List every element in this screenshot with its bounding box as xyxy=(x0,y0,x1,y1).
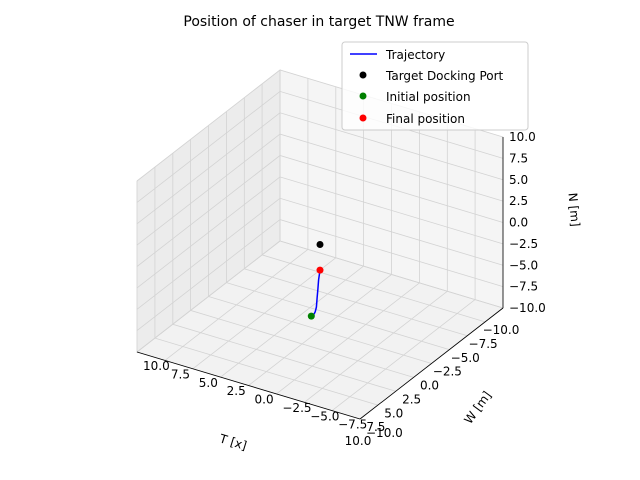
z-tick-labels: −10.0 −7.5 −5.0 −2.5 0.0 2.5 5.0 7.5 10.0 xyxy=(509,130,546,315)
series-point-3 xyxy=(316,266,324,274)
grid-line-y-5 xyxy=(220,95,365,378)
chart-title: Position of chaser in target TNW frame xyxy=(183,14,454,30)
grid-lines xyxy=(136,69,504,420)
grid-line-y-3 xyxy=(276,111,420,395)
grid-line-y-4 xyxy=(248,103,392,386)
grid-line-y-1 xyxy=(331,128,476,411)
legend-label-initial: Initial position xyxy=(386,90,471,104)
x-tick-labels: −10.0−7.5−5.0−2.50.02.55.07.510.0 xyxy=(345,323,520,448)
y-tick-label: 5.0 xyxy=(199,376,218,390)
x-tick-label: 0.0 xyxy=(420,379,439,393)
z-tick-label: −7.5 xyxy=(509,280,538,294)
grid-line-y-6 xyxy=(192,86,337,370)
y-tick-label: −10.0 xyxy=(366,426,403,440)
legend-box xyxy=(341,41,529,131)
y-tick-label: 10.0 xyxy=(143,359,170,373)
x-tick-label: −7.5 xyxy=(469,337,498,351)
legend: Trajectory Target Docking Port Initial p… xyxy=(341,41,529,131)
x-tick-label: −2.5 xyxy=(433,365,462,379)
z-tick-label: 7.5 xyxy=(509,151,528,165)
z-tick-label: 10.0 xyxy=(509,130,536,144)
z-tick-label: −10.0 xyxy=(509,301,546,315)
legend-label-final: Final position xyxy=(386,112,465,126)
z-tick-label: −5.0 xyxy=(509,258,538,272)
grid-line-y-8 xyxy=(136,70,281,353)
z-tick-label: 5.0 xyxy=(509,173,528,187)
y-axis-line xyxy=(136,351,361,420)
y-tick-label: −7.5 xyxy=(338,418,367,432)
z-tick-label: −2.5 xyxy=(509,237,538,251)
x-axis-label: T [x] xyxy=(217,431,248,453)
y-axis-label: W [m] xyxy=(461,389,494,427)
legend-swatch-target xyxy=(359,71,367,79)
legend-swatch-initial xyxy=(359,92,367,100)
grid-line-y-7 xyxy=(164,78,309,361)
y-tick-labels: −10.0−7.5−5.0−2.50.02.55.07.510.0 xyxy=(143,359,403,440)
x-axis-line xyxy=(359,307,504,420)
grid-line-y-2 xyxy=(304,120,448,403)
y-tick-label: 7.5 xyxy=(171,367,190,381)
legend-label-target: Target Docking Port xyxy=(385,69,504,83)
y-tick-label: 2.5 xyxy=(227,384,246,398)
x-tick-label: −5.0 xyxy=(451,351,480,365)
data-marks xyxy=(307,241,324,320)
series-point-2 xyxy=(307,312,315,320)
legend-label-trajectory: Trajectory xyxy=(385,48,445,62)
z-tick-label: 2.5 xyxy=(509,194,528,208)
x-tick-label: 5.0 xyxy=(384,406,403,420)
x-tick-label: −10.0 xyxy=(483,323,520,337)
x-tick-label: 2.5 xyxy=(402,392,421,406)
legend-swatch-final xyxy=(359,114,367,122)
y-tick-label: 0.0 xyxy=(255,393,274,407)
series-point-1 xyxy=(316,241,324,248)
y-tick-label: −5.0 xyxy=(310,409,339,423)
y-tick-label: −2.5 xyxy=(282,401,311,415)
x-tick-label: 10.0 xyxy=(345,434,372,448)
axis-lines xyxy=(136,137,504,420)
z-tick-label: 0.0 xyxy=(509,216,528,230)
z-axis-label: N [m] xyxy=(566,192,583,227)
x-tick-label: 7.5 xyxy=(366,420,385,434)
